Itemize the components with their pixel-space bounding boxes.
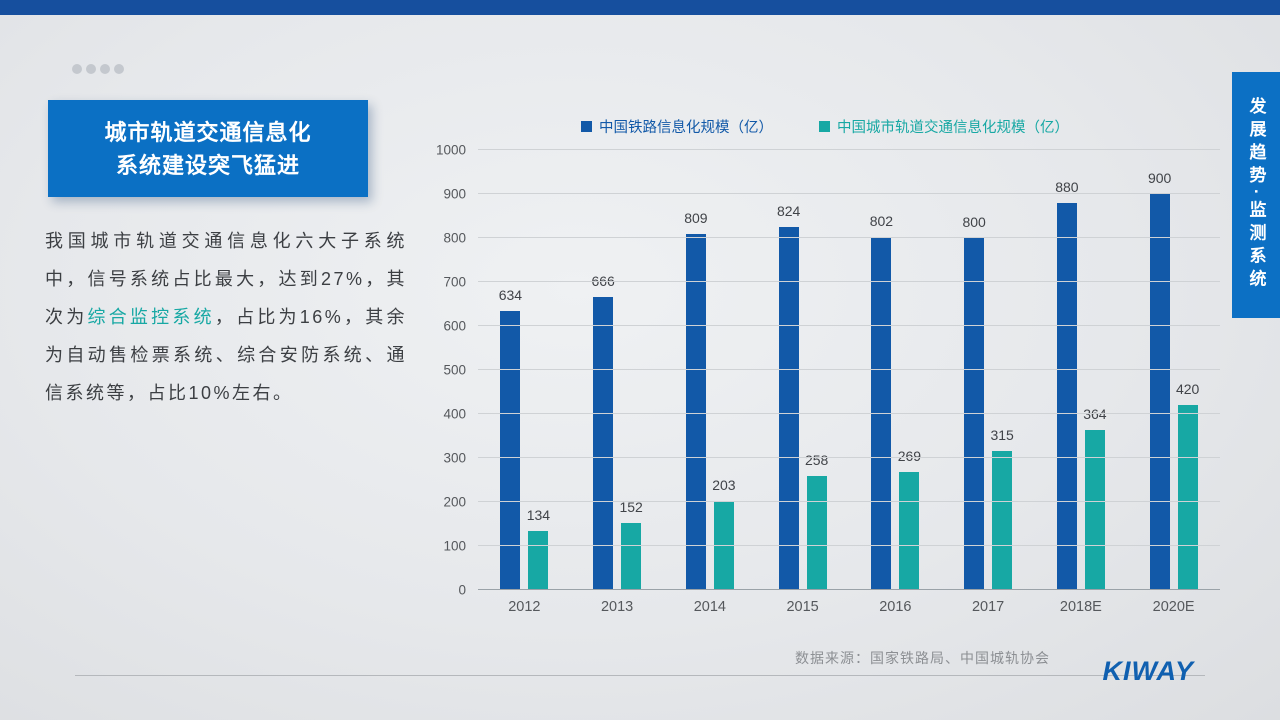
- gridline: [478, 149, 1220, 150]
- bar-group: 666 152: [571, 150, 664, 590]
- top-accent-bar: [0, 0, 1280, 15]
- bar-groups: 634 134 666 152 809 203 824 258 802 269 800 315 880 3…: [478, 150, 1220, 590]
- bar-value-label: 802: [869, 213, 894, 230]
- bar-value-label: 634: [498, 287, 523, 304]
- bar-group: 880 364: [1035, 150, 1128, 590]
- y-tick-label: 0: [458, 582, 466, 598]
- slide-dots: [72, 64, 124, 74]
- legend-label: 中国城市轨道交通信息化规模（亿）: [837, 119, 1069, 136]
- bar-group: 802 269: [849, 150, 942, 590]
- dot: [114, 64, 124, 74]
- bar-value-label: 809: [684, 210, 708, 227]
- x-tick-label: 2017: [971, 599, 1005, 615]
- x-tick-label: 2012: [508, 599, 541, 615]
- gridline: [478, 281, 1220, 282]
- x-tick-label: 2013: [600, 599, 634, 615]
- legend-swatch-icon: [581, 120, 592, 132]
- bar-value-label: 420: [1175, 381, 1200, 398]
- x-tick-label: 2015: [786, 599, 819, 615]
- gridline: [478, 501, 1220, 502]
- slide-title-box: 城市轨道交通信息化 系统建设突飞猛进: [48, 100, 368, 197]
- gridline: [478, 457, 1220, 458]
- y-tick-label: 600: [443, 318, 466, 334]
- bar: 269: [898, 448, 921, 590]
- bar-value-label: 800: [962, 214, 986, 230]
- bar-value-label: 258: [804, 452, 829, 469]
- slide-body-text: 我国城市轨道交通信息化六大子系统中，信号系统占比最大，达到27%，其次为综合监控…: [45, 222, 407, 412]
- dot: [100, 64, 110, 74]
- bar: 880: [1055, 179, 1079, 590]
- bar: 420: [1176, 381, 1199, 590]
- x-tick-label: 2016: [879, 599, 912, 615]
- y-tick-label: 1000: [435, 142, 466, 158]
- legend-label: 中国铁路信息化规模（亿）: [599, 119, 773, 136]
- bar-group: 824 258: [756, 150, 849, 590]
- bar-value-label: 824: [776, 203, 801, 220]
- bar: 134: [527, 507, 550, 590]
- gridline: [478, 237, 1220, 238]
- bar: 315: [990, 427, 1014, 590]
- bar-value-label: 152: [619, 499, 643, 516]
- legend-item: 中国铁路信息化规模（亿）: [581, 116, 773, 137]
- chart-body: 0 100 200 300 400 500 600 700 800 900 1000 634 134 6…: [430, 143, 1220, 598]
- gridline: [478, 325, 1220, 326]
- bar: 634: [499, 287, 522, 590]
- bar: 824: [777, 203, 800, 590]
- x-tick-label: 2014: [693, 599, 726, 615]
- legend-item: 中国城市轨道交通信息化规模（亿）: [819, 116, 1069, 137]
- bar-value-label: 315: [990, 427, 1014, 444]
- slide-title-line2: 系统建设突飞猛进: [115, 152, 300, 178]
- bar-group: 800 315: [942, 150, 1035, 590]
- y-tick-label: 700: [443, 274, 466, 290]
- y-tick-label: 300: [443, 450, 466, 466]
- gridline: [478, 369, 1220, 370]
- bar: 258: [805, 452, 828, 590]
- bar-value-label: 666: [591, 272, 615, 289]
- y-tick-label: 400: [443, 406, 466, 422]
- x-tick-label: 2020E: [1152, 599, 1195, 615]
- body-text-highlight: 综合监控系统: [87, 307, 215, 327]
- y-tick-label: 500: [443, 362, 466, 378]
- y-tick-label: 800: [443, 230, 466, 246]
- sidebar-section-label: 发展趋势·监测系统: [1232, 72, 1280, 318]
- x-axis: 2012 2013 2014 2015 2016 2017 2018E 2020E: [478, 590, 1220, 615]
- bar: 364: [1083, 406, 1107, 590]
- bar-value-label: 134: [526, 507, 551, 524]
- bar-group: 900 420: [1127, 150, 1220, 590]
- bar: 666: [591, 273, 615, 590]
- y-tick-label: 900: [443, 186, 466, 202]
- bar: 152: [619, 499, 643, 590]
- body-text-part2: ，占比为16%，其余为自动售检票系统、综合安防系统、通信系统等，占比10%左右。: [45, 307, 408, 403]
- slide-title-line1: 城市轨道交通信息化: [104, 119, 312, 145]
- sidebar-label-text: 发展趋势·监测系统: [1246, 97, 1266, 293]
- y-tick-label: 200: [443, 494, 466, 510]
- data-source-note: 数据来源：国家铁路局、中国城轨协会: [795, 650, 1050, 666]
- chart-legend: 中国铁路信息化规模（亿） 中国城市轨道交通信息化规模（亿）: [430, 112, 1220, 140]
- bar-chart: 中国铁路信息化规模（亿） 中国城市轨道交通信息化规模（亿） 0 100 200 300 4…: [430, 112, 1220, 615]
- bar-value-label: 880: [1055, 178, 1079, 195]
- gridline: [478, 589, 1220, 590]
- gridline: [478, 545, 1220, 546]
- bar: 900: [1148, 170, 1171, 590]
- bar-value-label: 203: [712, 476, 736, 493]
- kiway-logo: KIWAY: [1102, 656, 1194, 686]
- x-tick-label: 2018E: [1059, 599, 1102, 615]
- legend-swatch-icon: [819, 120, 830, 132]
- bar-group: 634 134: [478, 150, 571, 590]
- body-text-part1: 我国城市轨道交通信息化六大子系统中，信号系统占比最大，达到27%，其次为: [45, 231, 407, 327]
- dot: [86, 64, 96, 74]
- bar-group: 809 203: [664, 150, 757, 590]
- gridline: [478, 413, 1220, 414]
- bar: 800: [962, 214, 986, 590]
- dot: [72, 64, 82, 74]
- plot-area: 634 134 666 152 809 203 824 258 802 269 800 315 880 3…: [478, 149, 1220, 590]
- footer-divider: [75, 675, 1205, 676]
- bar-value-label: 900: [1147, 170, 1172, 186]
- y-tick-label: 100: [443, 538, 466, 554]
- gridline: [478, 193, 1220, 194]
- bar-value-label: 269: [897, 447, 922, 464]
- y-axis: 0 100 200 300 400 500 600 700 800 900 1000: [430, 143, 478, 598]
